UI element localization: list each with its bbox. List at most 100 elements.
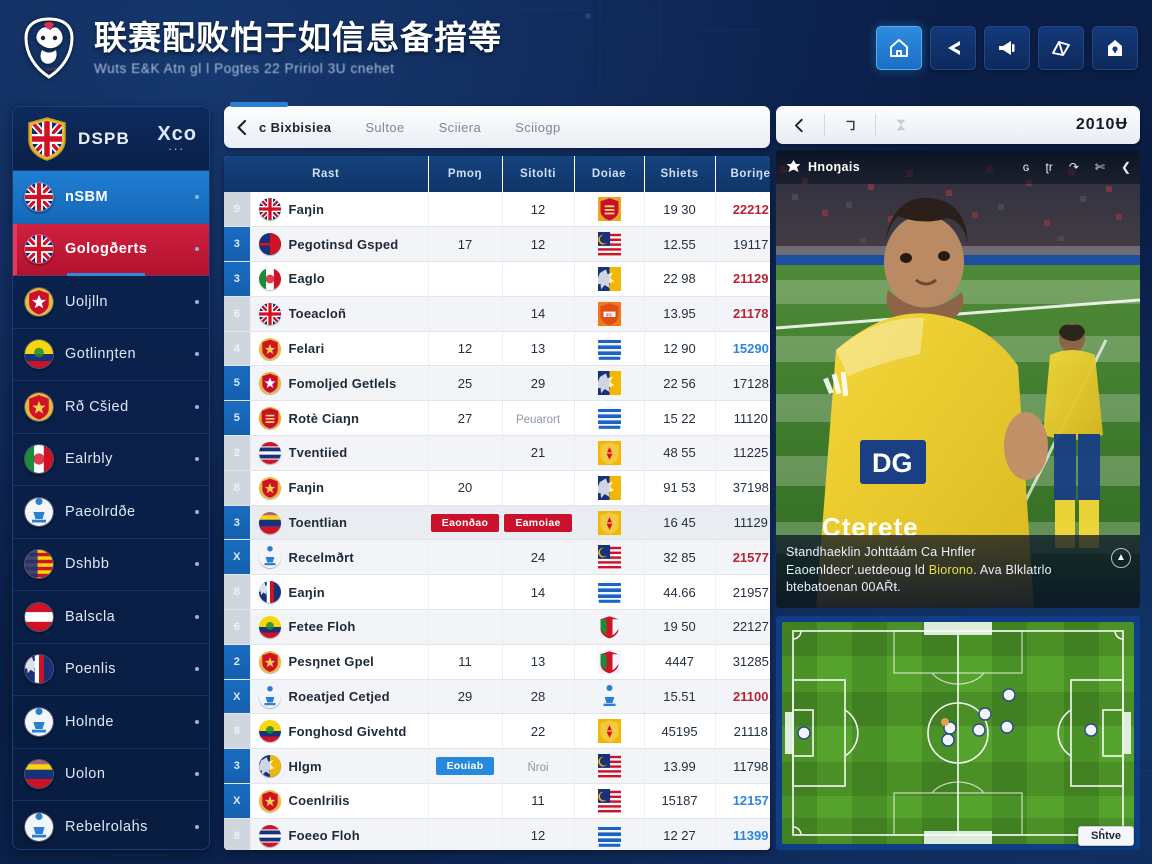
- table-row[interactable]: 8 Foeeo Floh 12 12 27 11399: [224, 818, 770, 850]
- sidebar-item-7[interactable]: Dshbb: [13, 539, 209, 591]
- column-header-5[interactable]: Boriŋe: [715, 156, 770, 192]
- team-cell[interactable]: Toentlian: [250, 505, 429, 541]
- tab-0[interactable]: c Bixbisiea: [259, 119, 332, 135]
- sidebar-item-12[interactable]: Rebelrolaĥs: [13, 801, 209, 849]
- table-row[interactable]: 5 Fomoljed Getlels 25 29 22 56 17128: [224, 365, 770, 402]
- team-cell[interactable]: Rotè Ciaŋn: [250, 400, 429, 437]
- table-row[interactable]: 3 Pegotinsd Gsped 17 12 12.55 19117: [224, 226, 770, 263]
- column-header-1[interactable]: Pmoŋ: [428, 156, 503, 192]
- sidebar-item-11[interactable]: Uolon: [13, 749, 209, 801]
- stat-cell-4: 15290: [715, 331, 770, 367]
- sidebar-item-8[interactable]: Balscla: [13, 591, 209, 644]
- table-row[interactable]: 2 Tventiied 21 48 55 11225: [224, 435, 770, 471]
- g-icon[interactable]: ɢ: [1022, 160, 1030, 174]
- share-icon[interactable]: ❮: [1120, 160, 1131, 174]
- scissors-icon[interactable]: ✄: [1094, 160, 1105, 174]
- column-header-4[interactable]: Shiets: [644, 156, 716, 192]
- table-row[interactable]: X Recelmðrt 24 32 85 21577: [224, 539, 770, 576]
- refresh-icon[interactable]: ↷: [1068, 160, 1079, 174]
- table-row[interactable]: 4 Felari 12 13 12 90 15290: [224, 331, 770, 367]
- save-button[interactable]: Sĥtve: [1078, 826, 1134, 846]
- table-row[interactable]: 6 Toeacloñ 14 13.95 21178: [224, 296, 770, 332]
- table-row[interactable]: 5 Rotè Ciaŋn 27 Peuarort 15 22 11120: [224, 400, 770, 437]
- tr-icon[interactable]: ʈr: [1045, 160, 1053, 174]
- table-row[interactable]: 8 Faŋin 20 91 53 37198: [224, 470, 770, 506]
- team-cell[interactable]: Faŋin: [250, 192, 429, 228]
- team-name: Eaŋin: [288, 584, 325, 600]
- sidebar-item-1[interactable]: Gologðerts: [13, 223, 209, 276]
- table-row[interactable]: 6 Fetee Floh 19 50 22127: [224, 609, 770, 645]
- table-row[interactable]: 3 Toentlian Eaonðao Eamoiae 16 45 11129: [224, 505, 770, 541]
- team-cell[interactable]: Felari: [250, 331, 429, 367]
- column-header-3[interactable]: Doiae: [574, 156, 645, 192]
- team-cell[interactable]: Foeeo Floh: [250, 818, 429, 850]
- sidebar-item-2[interactable]: Uoljlln: [13, 276, 209, 329]
- column-header-2[interactable]: Sitolti: [502, 156, 575, 192]
- team-cell[interactable]: Fonghosd Givehtd: [250, 713, 429, 750]
- table-row[interactable]: 8 Eaŋin 14 44.66 21957: [224, 574, 770, 611]
- caption-highlight[interactable]: Biorono: [928, 562, 974, 577]
- team-cell[interactable]: Pegotinsd Gsped: [250, 226, 429, 263]
- team-cell[interactable]: Fomoljed Getlels: [250, 365, 429, 402]
- status-dot: [195, 194, 199, 199]
- table-row[interactable]: 3 Eaglo 22 98 21129: [224, 261, 770, 297]
- share-button[interactable]: [930, 26, 976, 70]
- team-cell[interactable]: Coenlrilis: [250, 783, 429, 819]
- stat-cell-3: 32 85: [644, 539, 716, 576]
- team-cell[interactable]: Roeatjed Cetjed: [250, 679, 429, 715]
- table-header-row: RastPmoŋSitoltiDoiaeShietsBoriŋeSoios: [224, 156, 770, 192]
- sidebar-item-9[interactable]: Poenlis: [13, 644, 209, 696]
- stat-cell-3: 45195: [644, 713, 716, 750]
- table-row[interactable]: 3 Hlgm Eouiab Ňroi 13.99 11798: [224, 748, 770, 785]
- megaphone-button[interactable]: [984, 26, 1030, 70]
- match-photo[interactable]: DG Cterete Hnoŋais ɢ ʈr: [776, 150, 1140, 608]
- chevron-left-icon[interactable]: [234, 119, 251, 136]
- team-cell[interactable]: Eaŋin: [250, 574, 429, 611]
- sidebar: DSPB Xco ... nSBM Gologðerts Uoljlln Gotlin…: [12, 106, 210, 850]
- team-cell[interactable]: Pesŋnet Gpel: [250, 644, 429, 680]
- book-button[interactable]: [1038, 26, 1084, 70]
- table-row[interactable]: 9 Faŋin 12 19 30 22212: [224, 192, 770, 228]
- team-cell[interactable]: Fetee Floh: [250, 609, 429, 645]
- stat-cell-1: Eaonðao: [428, 505, 503, 541]
- stat-cell-4: 21100: [715, 679, 770, 715]
- team-name: Faŋin: [288, 201, 325, 217]
- team-flag-icon: [258, 441, 281, 464]
- sidebar-item-10[interactable]: Holnde: [13, 696, 209, 749]
- sidebar-item-5[interactable]: Ealrbly: [13, 434, 209, 486]
- bell-icon[interactable]: ▲: [1111, 547, 1131, 568]
- square-icon[interactable]: [839, 115, 861, 135]
- team-cell[interactable]: Eaglo: [250, 261, 429, 297]
- table-row[interactable]: 2 Pesŋnet Gpel 11 13 4447 31285: [224, 644, 770, 680]
- sidebar-item-4[interactable]: Rð Cšied: [13, 381, 209, 434]
- sidebar-item-0[interactable]: nSBM: [13, 171, 209, 224]
- team-cell[interactable]: Toeacloñ: [250, 296, 429, 332]
- stat-cell-1: 27: [428, 400, 503, 437]
- team-cell[interactable]: Hlgm: [250, 748, 429, 785]
- stat-cell-3: 44.66: [644, 574, 716, 611]
- column-header-0[interactable]: Rast: [224, 156, 429, 192]
- sidebar-item-3[interactable]: Gotlinŋten: [13, 329, 209, 381]
- table-row[interactable]: 8 Fonghosd Givehtd 22 45195 21118: [224, 713, 770, 750]
- rank-cell: 2: [224, 435, 251, 471]
- table-row[interactable]: X Roeatjed Cetjed 29 28 15.51 21100: [224, 679, 770, 715]
- chevron-left-icon[interactable]: [788, 115, 810, 135]
- tab-2[interactable]: Sciiera: [438, 119, 482, 135]
- team-cell[interactable]: Recelmðrt: [250, 539, 429, 576]
- hourglass-icon[interactable]: [890, 115, 912, 135]
- tab-1[interactable]: Sultoe: [365, 119, 405, 135]
- club-crest-icon: [597, 788, 621, 813]
- club-crest-icon: [597, 580, 621, 605]
- team-cell[interactable]: Tventiied: [250, 435, 429, 471]
- table-row[interactable]: X Coenlrilis 11 15187 12157: [224, 783, 770, 819]
- standings-table-container[interactable]: RastPmoŋSitoltiDoiaeShietsBoriŋeSoios 9 F…: [224, 156, 770, 850]
- lock-button[interactable]: [1092, 26, 1138, 70]
- team-flag-icon: [24, 706, 54, 737]
- team-cell[interactable]: Faŋin: [250, 470, 429, 506]
- sidebar-item-6[interactable]: Paeolrdðe: [13, 486, 209, 539]
- tab-3[interactable]: Sciiogp: [515, 119, 561, 135]
- sidebar-item-label: Uoljlln: [65, 293, 108, 310]
- cell-value: 17: [457, 236, 473, 252]
- football-pitch-diagram[interactable]: [782, 622, 1134, 844]
- home-button[interactable]: [876, 26, 922, 70]
